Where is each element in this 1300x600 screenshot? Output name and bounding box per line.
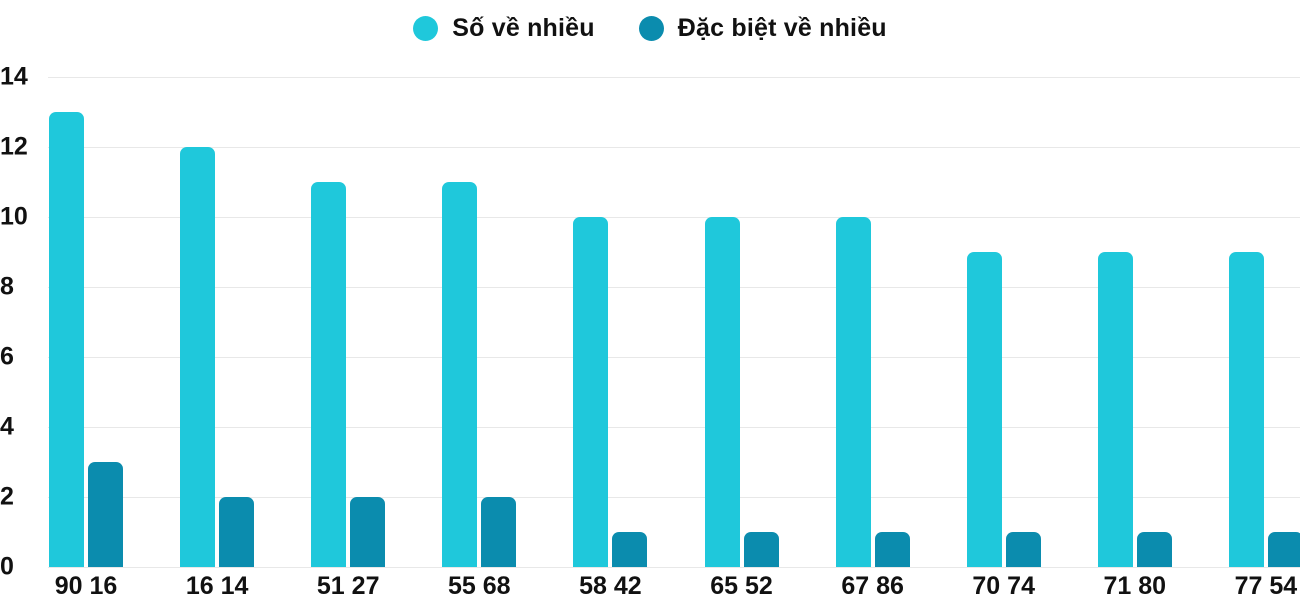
- bar-dac-biet-ve-nhieu[interactable]: [219, 497, 255, 567]
- x-axis-label: 67 86: [841, 572, 904, 600]
- bar-dac-biet-ve-nhieu[interactable]: [743, 532, 779, 567]
- legend-swatch-so-ve-nhieu-icon: [413, 15, 439, 41]
- bar-dac-biet-ve-nhieu[interactable]: [88, 462, 123, 567]
- y-axis-tick-label: 12: [0, 132, 28, 161]
- legend-label-so-ve-nhieu: Số về nhiều: [452, 13, 595, 42]
- y-axis-tick-label: 8: [0, 272, 14, 301]
- gridline: [48, 427, 1300, 428]
- bar-dac-biet-ve-nhieu[interactable]: [612, 532, 648, 567]
- bar-so-ve-nhieu[interactable]: [49, 112, 84, 567]
- y-axis-tick-label: 0: [0, 552, 14, 581]
- x-axis-label: 58 42: [579, 572, 642, 600]
- x-axis-label: 65 52: [710, 572, 773, 600]
- gridline: [48, 357, 1300, 358]
- y-axis-tick-label: 10: [0, 202, 28, 231]
- gridline: [48, 217, 1300, 218]
- gridline: [48, 147, 1300, 148]
- y-axis-tick-label: 2: [0, 482, 14, 511]
- bar-dac-biet-ve-nhieu[interactable]: [874, 532, 910, 567]
- gridline: [48, 287, 1300, 288]
- bar-so-ve-nhieu[interactable]: [966, 252, 1002, 567]
- legend-item-so-ve-nhieu[interactable]: Số về nhiều: [413, 14, 595, 43]
- gridline: [48, 77, 1300, 78]
- x-axis-label: 55 68: [448, 572, 511, 600]
- bar-so-ve-nhieu[interactable]: [311, 182, 347, 567]
- x-axis-label: 90 16: [54, 572, 118, 600]
- y-axis-tick-label: 14: [0, 62, 28, 91]
- gridline: [48, 567, 1300, 568]
- legend-swatch-dac-biet-ve-nhieu-icon: [638, 15, 664, 41]
- bar-dac-biet-ve-nhieu[interactable]: [1005, 532, 1041, 567]
- bar-so-ve-nhieu[interactable]: [180, 147, 216, 567]
- bar-so-ve-nhieu[interactable]: [835, 217, 871, 567]
- bar-so-ve-nhieu[interactable]: [573, 217, 609, 567]
- x-axis-label: 70 74: [972, 572, 1035, 600]
- legend: Số về nhiều Đặc biệt về nhiều: [0, 10, 1300, 46]
- bar-dac-biet-ve-nhieu[interactable]: [350, 497, 386, 567]
- y-axis-tick-label: 6: [0, 342, 14, 371]
- y-axis-tick-label: 4: [0, 412, 14, 441]
- bar-dac-biet-ve-nhieu[interactable]: [481, 497, 517, 567]
- bar-dac-biet-ve-nhieu[interactable]: [1136, 532, 1172, 567]
- legend-label-dac-biet-ve-nhieu: Đặc biệt về nhiều: [677, 13, 887, 42]
- x-axis-label: 71 80: [1103, 572, 1167, 600]
- bar-so-ve-nhieu[interactable]: [1228, 252, 1264, 567]
- bar-dac-biet-ve-nhieu[interactable]: [1267, 532, 1300, 567]
- x-axis-label: 16 14: [185, 572, 249, 600]
- x-axis-label: 51 27: [316, 572, 380, 600]
- bar-so-ve-nhieu[interactable]: [704, 217, 740, 567]
- bar-so-ve-nhieu[interactable]: [1097, 252, 1133, 567]
- legend-item-dac-biet-ve-nhieu[interactable]: Đặc biệt về nhiều: [638, 13, 887, 43]
- x-axis-label: 77 54: [1234, 572, 1298, 600]
- gridline: [48, 497, 1300, 498]
- bar-so-ve-nhieu[interactable]: [442, 182, 478, 567]
